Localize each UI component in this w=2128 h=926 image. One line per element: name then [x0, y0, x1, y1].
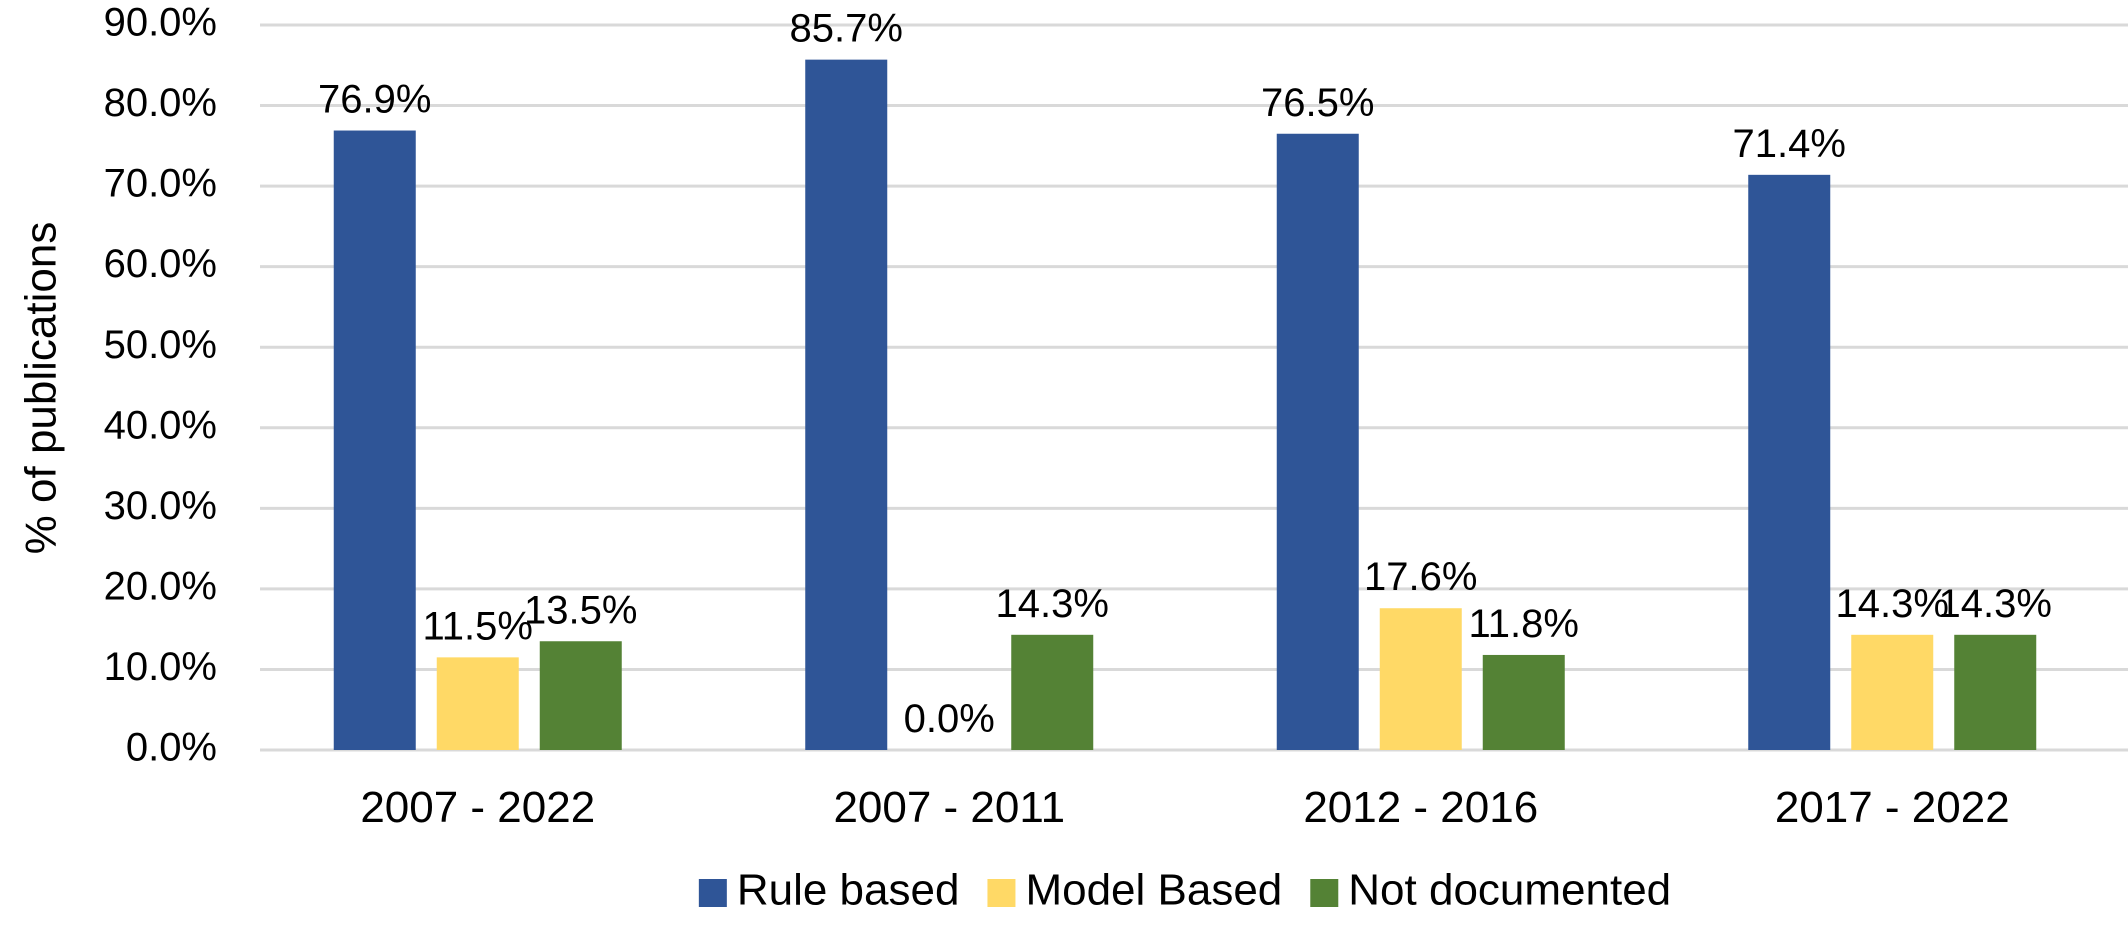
x-category-label: 2012 - 2016 — [1303, 783, 1538, 832]
bar-rule-based — [1748, 174, 1831, 751]
data-label: 14.3% — [996, 582, 1109, 626]
legend-swatch — [1310, 879, 1339, 907]
bar-rule-based — [805, 59, 888, 750]
data-labels: 76.9%11.5%13.5%85.7%0.0%14.3%76.5%17.6%1… — [318, 7, 2052, 741]
bar-model-based — [1851, 634, 1934, 750]
y-tick-label: 80.0% — [104, 81, 217, 125]
bar-not-documented — [1011, 634, 1094, 750]
y-tick-label: 40.0% — [104, 403, 217, 447]
bar-rule-based — [1276, 133, 1359, 750]
legend: Rule based Model Based Not documented — [698, 866, 1671, 915]
x-category-label: 2017 - 2022 — [1775, 783, 2010, 832]
y-tick-label: 30.0% — [104, 484, 217, 528]
data-label: 71.4% — [1733, 122, 1846, 166]
data-label: 13.5% — [524, 588, 637, 632]
data-label: 17.6% — [1364, 555, 1477, 599]
legend-item: Model Based — [987, 866, 1282, 915]
x-axis-category-labels: 2007 - 2022 2007 - 2011 2012 - 2016 2017 - … — [360, 783, 2009, 832]
bar-model-based — [436, 657, 519, 750]
data-label: 76.9% — [318, 78, 431, 122]
y-tick-label: 50.0% — [104, 323, 217, 367]
y-tick-label: 0.0% — [126, 726, 217, 770]
y-tick-label: 20.0% — [104, 564, 217, 608]
y-tick-label: 60.0% — [104, 242, 217, 286]
bar-not-documented — [1954, 634, 2037, 750]
y-axis-tick-labels: 0.0% 10.0% 20.0% 30.0% 40.0% 50.0% 60.0% 70.0% 8… — [104, 1, 217, 770]
legend-label: Rule based — [737, 866, 960, 915]
data-label: 76.5% — [1261, 81, 1374, 125]
legend-label: Model Based — [1025, 866, 1282, 915]
data-label: 14.3% — [1939, 582, 2052, 626]
data-label: 85.7% — [790, 7, 903, 51]
legend-swatch — [698, 879, 727, 907]
legend-label: Not documented — [1348, 866, 1671, 915]
y-tick-label: 10.0% — [104, 645, 217, 689]
y-tick-label: 90.0% — [104, 1, 217, 45]
data-label: 0.0% — [904, 697, 995, 741]
bar-not-documented — [1482, 654, 1565, 750]
data-label: 14.3% — [1836, 582, 1949, 626]
bar-rule-based — [333, 130, 416, 750]
x-category-label: 2007 - 2022 — [360, 783, 595, 832]
bar-model-based — [1379, 608, 1462, 750]
legend-item: Not documented — [1310, 866, 1671, 915]
x-category-label: 2007 - 2011 — [833, 783, 1065, 832]
legend-item: Rule based — [698, 866, 960, 915]
bar-not-documented — [539, 641, 622, 750]
y-tick-label: 70.0% — [104, 162, 217, 206]
data-label: 11.8% — [1469, 602, 1579, 646]
data-label: 11.5% — [423, 604, 533, 648]
legend-swatch — [987, 879, 1016, 907]
y-axis-title: % of publications — [17, 222, 66, 555]
bars — [333, 59, 2037, 751]
